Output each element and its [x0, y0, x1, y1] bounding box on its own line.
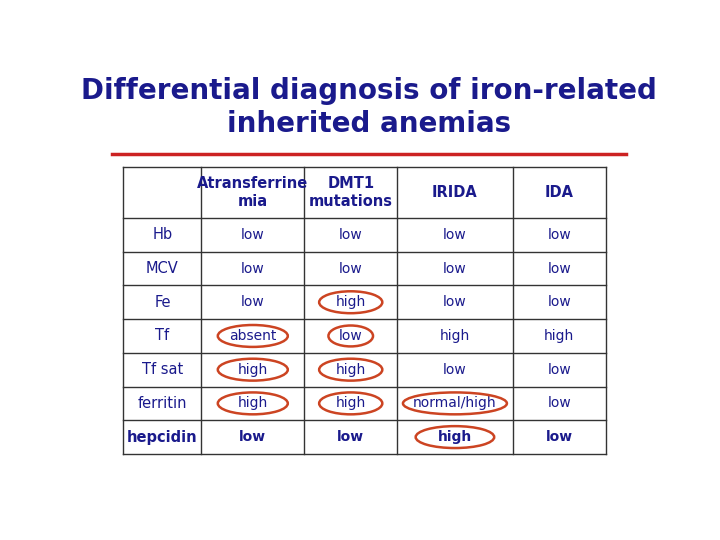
Text: Fe: Fe: [154, 295, 171, 310]
Text: low: low: [547, 295, 571, 309]
Text: high: high: [440, 329, 470, 343]
Text: high: high: [336, 363, 366, 377]
Text: Tf: Tf: [156, 328, 169, 343]
Text: Tf sat: Tf sat: [142, 362, 183, 377]
Text: low: low: [547, 363, 571, 377]
Text: low: low: [239, 430, 266, 444]
Text: low: low: [547, 261, 571, 275]
Text: high: high: [238, 396, 268, 410]
Text: low: low: [547, 396, 571, 410]
Text: high: high: [336, 295, 366, 309]
Text: ferritin: ferritin: [138, 396, 187, 411]
Text: low: low: [339, 228, 363, 242]
Text: low: low: [443, 295, 467, 309]
Text: DMT1
mutations: DMT1 mutations: [309, 176, 392, 208]
Text: low: low: [241, 261, 265, 275]
Text: high: high: [238, 363, 268, 377]
Text: high: high: [438, 430, 472, 444]
Text: IDA: IDA: [544, 185, 574, 200]
Text: high: high: [544, 329, 575, 343]
Text: Hb: Hb: [153, 227, 173, 242]
Text: low: low: [339, 329, 363, 343]
Text: normal/high: normal/high: [413, 396, 497, 410]
Text: low: low: [443, 261, 467, 275]
Text: hepcidin: hepcidin: [127, 430, 198, 444]
Text: low: low: [241, 228, 265, 242]
Text: low: low: [547, 228, 571, 242]
Text: high: high: [336, 396, 366, 410]
Text: low: low: [443, 363, 467, 377]
Text: low: low: [546, 430, 572, 444]
Text: low: low: [337, 430, 364, 444]
Text: low: low: [339, 261, 363, 275]
Text: low: low: [241, 295, 265, 309]
Text: Differential diagnosis of iron-related
inherited anemias: Differential diagnosis of iron-related i…: [81, 77, 657, 138]
Text: low: low: [443, 228, 467, 242]
Text: Atransferrine
mia: Atransferrine mia: [197, 176, 308, 208]
Text: absent: absent: [229, 329, 276, 343]
Text: IRIDA: IRIDA: [432, 185, 478, 200]
Text: MCV: MCV: [146, 261, 179, 276]
